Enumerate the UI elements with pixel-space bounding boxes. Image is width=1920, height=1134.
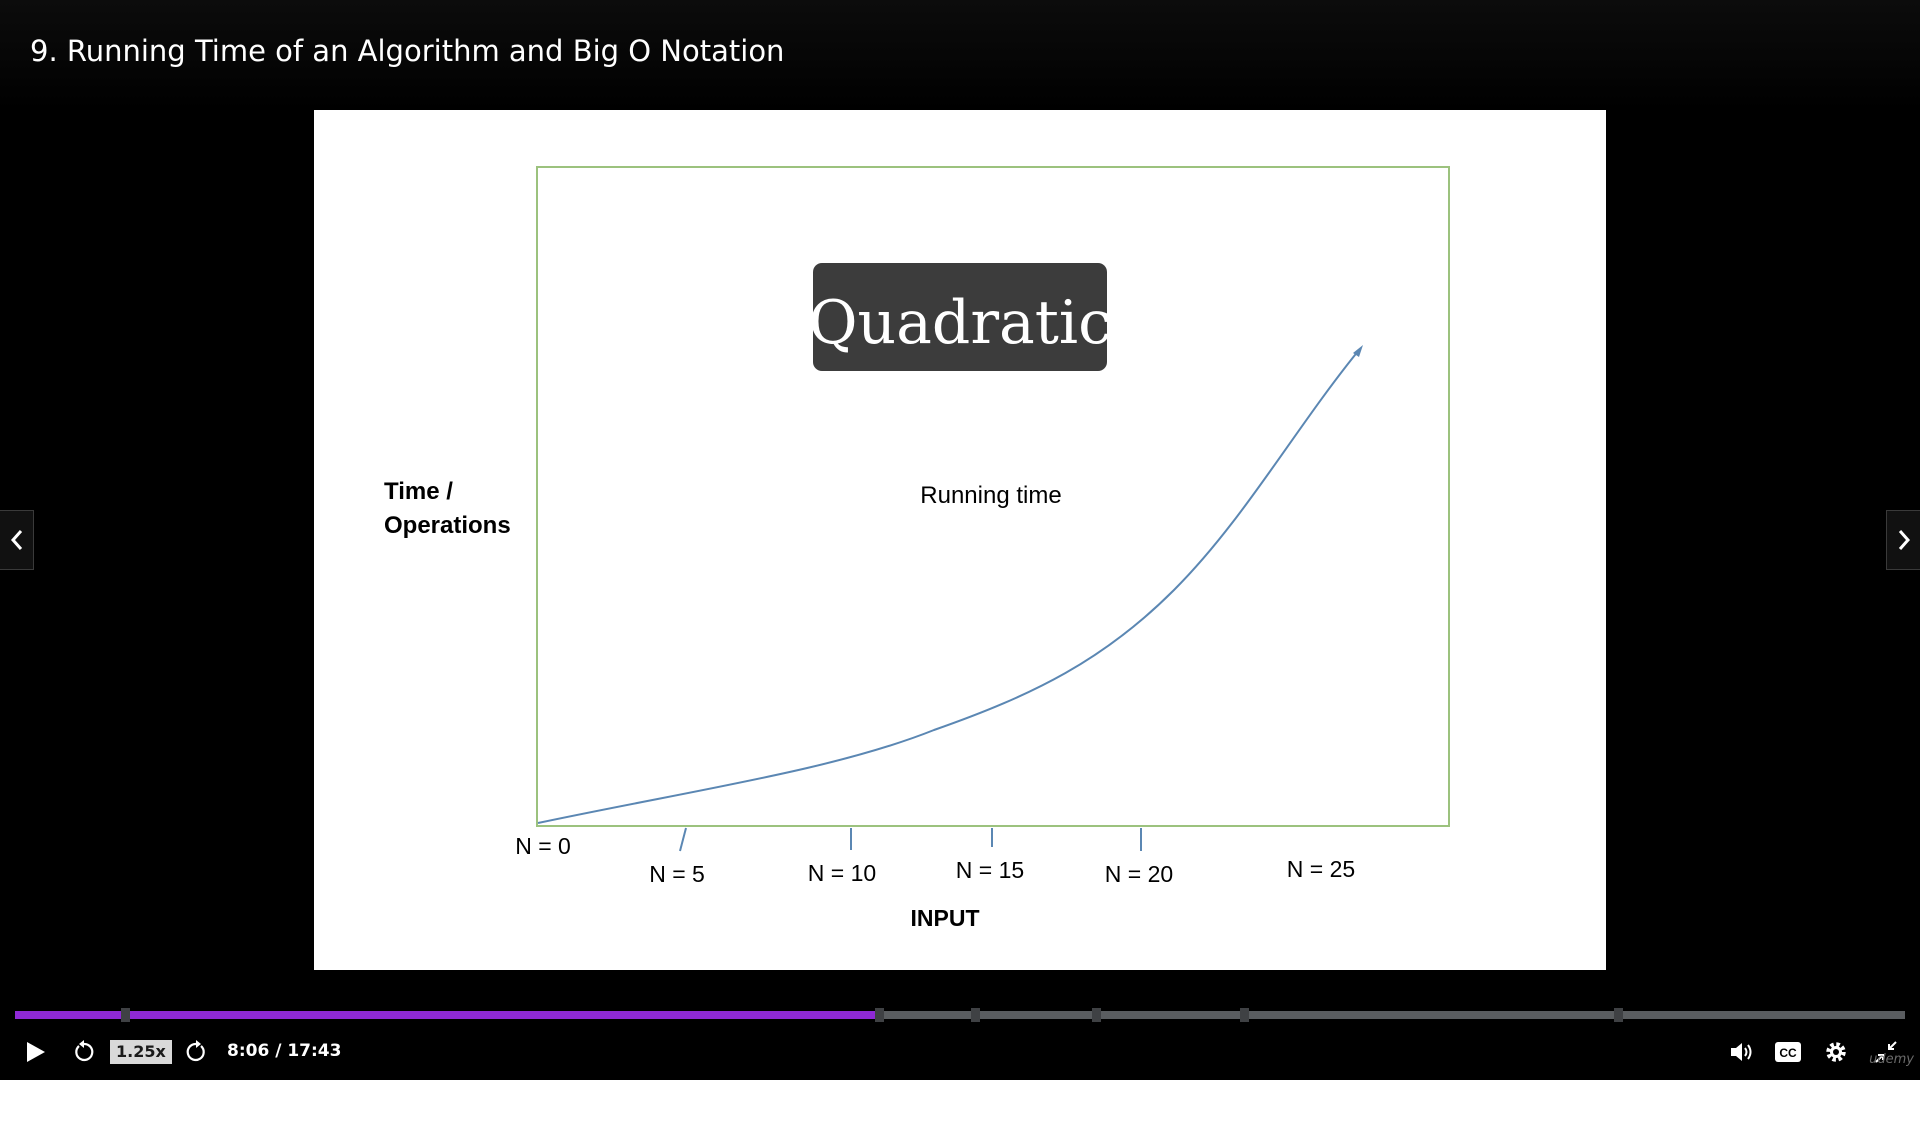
- lecture-slide: Quadratic Running time Time / Operations…: [314, 110, 1606, 970]
- chapter-marker[interactable]: [1092, 1008, 1102, 1022]
- graph-frame: [536, 166, 1450, 827]
- y-axis-label-line1: Time /: [384, 478, 453, 505]
- play-button[interactable]: [18, 1028, 54, 1076]
- forward-icon: [186, 1040, 205, 1062]
- exit-fullscreen-icon: [1875, 1041, 1897, 1063]
- slide-diagram: Quadratic Running time Time / Operations…: [384, 166, 1450, 931]
- tick-label-n20: N = 20: [1105, 861, 1173, 887]
- running-time-curve: [537, 349, 1360, 824]
- volume-button[interactable]: [1722, 1028, 1762, 1076]
- video-player[interactable]: 9. Running Time of an Algorithm and Big …: [0, 0, 1920, 1080]
- chevron-left-icon: [10, 530, 22, 550]
- chapter-marker[interactable]: [1239, 1008, 1249, 1022]
- badge-text: Quadratic: [808, 288, 1111, 358]
- tick-label-n0: N = 0: [515, 833, 571, 859]
- rewind-icon: [75, 1040, 94, 1062]
- control-bar: 1.25x 8:06 / 17:43 CC: [0, 1028, 1920, 1076]
- next-lecture-button[interactable]: [1886, 510, 1920, 570]
- volume-icon: [1731, 1043, 1752, 1061]
- tick-label-n10: N = 10: [808, 860, 876, 886]
- play-icon: [27, 1042, 45, 1062]
- previous-lecture-button[interactable]: [0, 510, 34, 570]
- tick-label-n5: N = 5: [649, 861, 705, 887]
- chapter-marker[interactable]: [874, 1008, 884, 1022]
- title-bar: 9. Running Time of an Algorithm and Big …: [0, 0, 1920, 110]
- curve-arrowhead: [1353, 345, 1363, 357]
- tick-n5: [679, 827, 687, 852]
- time-display: 8:06 / 17:43: [227, 1041, 342, 1061]
- chapter-marker[interactable]: [120, 1008, 130, 1022]
- badge-background: [813, 263, 1107, 371]
- chevron-right-icon: [1898, 530, 1910, 550]
- settings-button[interactable]: [1816, 1028, 1856, 1076]
- rewind-button[interactable]: [66, 1028, 102, 1076]
- lecture-title: 9. Running Time of an Algorithm and Big …: [30, 34, 785, 68]
- cc-icon: CC: [1775, 1042, 1801, 1062]
- curve-label: Running time: [920, 482, 1061, 509]
- captions-button[interactable]: CC: [1768, 1028, 1808, 1076]
- x-axis-label: INPUT: [911, 905, 980, 931]
- progress-fill: [15, 1011, 879, 1019]
- tick-label-n25: N = 25: [1287, 856, 1355, 882]
- y-axis-label-line2: Operations: [384, 512, 511, 539]
- progress-bar[interactable]: [15, 1008, 1905, 1022]
- playback-speed-button[interactable]: 1.25x: [110, 1040, 172, 1064]
- svg-text:CC: CC: [1779, 1046, 1797, 1060]
- forward-button[interactable]: [178, 1028, 214, 1076]
- gear-icon: [1826, 1042, 1846, 1062]
- tick-label-n15: N = 15: [956, 857, 1024, 883]
- fullscreen-button[interactable]: [1866, 1028, 1906, 1076]
- brand-watermark: udemy: [1869, 1052, 1914, 1067]
- chapter-marker[interactable]: [971, 1008, 981, 1022]
- chapter-marker[interactable]: [1613, 1008, 1623, 1022]
